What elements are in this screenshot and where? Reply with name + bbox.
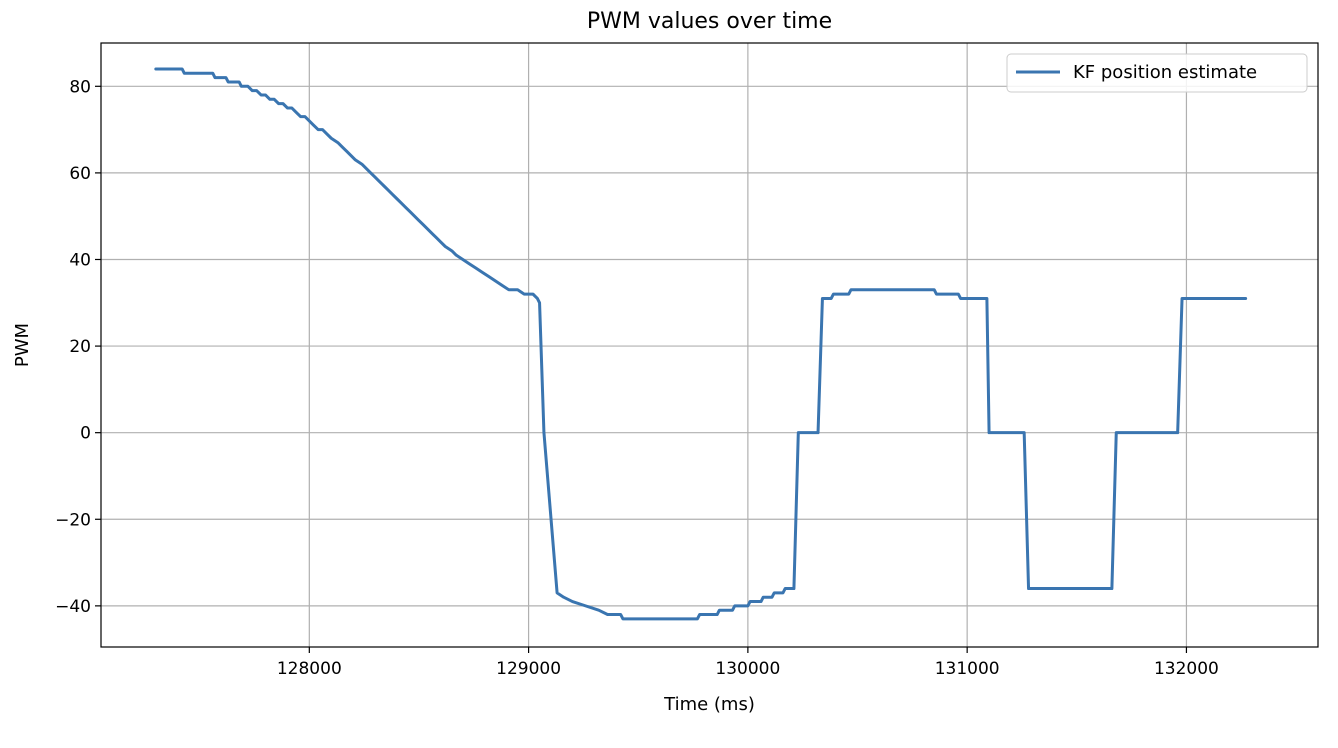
x-tick-label: 131000 — [935, 659, 1000, 679]
x-tick-label: 129000 — [496, 659, 561, 679]
y-tick-label: −20 — [55, 510, 91, 530]
series-line — [154, 67, 1248, 621]
grid — [101, 43, 1318, 647]
x-tick-label: 130000 — [715, 659, 780, 679]
y-axis: −40 −20 0 20 40 60 80 — [55, 77, 101, 617]
x-tick-label: 128000 — [277, 659, 342, 679]
x-axis-label: Time (ms) — [663, 694, 755, 715]
legend: KF position estimate — [1006, 53, 1308, 93]
y-tick-label: 0 — [80, 424, 91, 444]
x-tick-label: 132000 — [1154, 659, 1219, 679]
legend-box — [1006, 53, 1308, 93]
y-tick-label: 20 — [69, 337, 91, 357]
legend-entry-label: KF position estimate — [1073, 62, 1257, 83]
y-axis-label: PWM — [12, 323, 33, 367]
y-tick-label: 80 — [69, 77, 91, 97]
x-axis: 128000 129000 130000 131000 132000 — [277, 647, 1219, 679]
chart-title: PWM values over time — [587, 9, 832, 34]
y-tick-label: 40 — [69, 250, 91, 270]
series-layer — [154, 67, 1248, 621]
y-tick-label: 60 — [69, 164, 91, 184]
plot-frame — [100, 42, 1319, 648]
y-tick-label: −40 — [55, 597, 91, 617]
